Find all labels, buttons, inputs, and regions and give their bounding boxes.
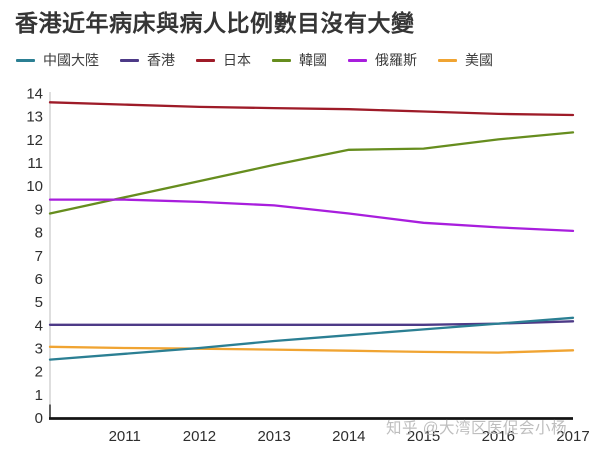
y-tick-label: 6 (35, 271, 43, 288)
x-tick-label: 2016 (482, 428, 515, 445)
legend-item-usa: 美國 (438, 50, 493, 70)
y-tick-label: 3 (35, 340, 43, 357)
y-tick-label: 10 (26, 178, 43, 195)
y-tick-label: 5 (35, 294, 43, 311)
y-tick-label: 4 (35, 317, 43, 334)
series-line-2 (48, 101, 575, 117)
legend-dash-icon (16, 58, 35, 62)
legend-label: 日本 (223, 52, 251, 68)
watermark: 知乎 @大湾区医促会小杨 (386, 420, 568, 437)
legend-item-china-mainland: 中國大陸 (16, 50, 99, 70)
y-tick-label: 0 (35, 410, 43, 427)
legend-label: 美國 (465, 52, 493, 68)
legend-label: 俄羅斯 (375, 52, 417, 68)
legend-label: 中國大陸 (43, 52, 99, 68)
legend-item-korea: 韓國 (272, 50, 327, 70)
x-tick-label: 2011 (109, 428, 141, 445)
x-tick-label: 2014 (332, 428, 365, 445)
x-tick-label: 2013 (257, 428, 290, 445)
y-tick-label: 8 (35, 225, 43, 242)
y-tick-label: 9 (35, 201, 43, 218)
series-line-5 (48, 345, 575, 354)
x-tick-label: 2015 (407, 428, 440, 445)
legend-dash-icon (120, 58, 139, 62)
legend-item-japan: 日本 (196, 50, 251, 70)
x-tick-label: 2017 (556, 428, 589, 445)
legend-dash-icon (438, 58, 457, 62)
y-tick-label: 2 (35, 364, 43, 381)
series-line-3 (48, 131, 575, 215)
y-tick-label: 13 (26, 109, 43, 126)
legend-label: 香港 (147, 52, 175, 68)
legend-item-russia: 俄羅斯 (348, 50, 417, 70)
legend: 中國大陸 香港 日本 韓國 俄羅斯 美國 (16, 50, 493, 70)
y-tick-label: 1 (35, 387, 43, 404)
legend-item-hong-kong: 香港 (120, 50, 175, 70)
legend-dash-icon (272, 58, 291, 62)
legend-dash-icon (196, 58, 215, 62)
series-line-4 (48, 198, 575, 233)
y-tick-label: 14 (26, 86, 43, 103)
chart-title: 香港近年病床與病人比例數目沒有大變 (15, 10, 415, 36)
y-tick-label: 12 (26, 132, 43, 149)
series-line-0 (48, 316, 575, 361)
legend-label: 韓國 (299, 52, 327, 68)
x-tick-label: 2012 (183, 428, 216, 445)
y-tick-label: 11 (27, 155, 43, 172)
legend-dash-icon (348, 58, 367, 62)
y-tick-label: 7 (35, 248, 43, 265)
